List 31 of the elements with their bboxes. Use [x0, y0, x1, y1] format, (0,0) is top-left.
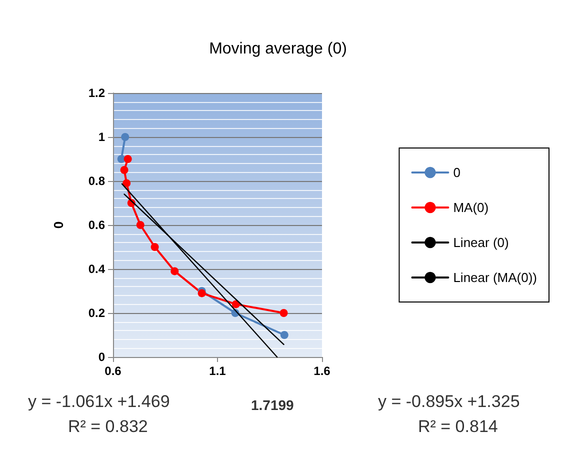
text: R² = 0.832: [68, 417, 148, 436]
point: [120, 166, 128, 174]
x-tick-label: 1.1: [209, 364, 226, 378]
point: [121, 133, 130, 141]
text: y = -1.061x +1.469: [28, 392, 170, 411]
point: [198, 289, 206, 298]
point: [124, 155, 132, 163]
legend-label: MA(0): [453, 200, 489, 215]
y-tick-label: 0.8: [88, 174, 106, 188]
y-tick-label: 0.2: [88, 306, 106, 320]
point: [136, 221, 144, 229]
y-tick-label: 0.4: [88, 262, 106, 276]
point: [150, 243, 159, 251]
x-tick-label: 1.6: [314, 364, 331, 378]
legend-label: Linear (0): [453, 235, 509, 250]
text: R² = 0.814: [418, 417, 498, 436]
point: [280, 309, 288, 317]
y-tick-label: 1.2: [88, 86, 106, 100]
point: [117, 155, 126, 163]
legend-label: Linear (MA(0)): [453, 270, 537, 285]
text: y = -0.895x +1.325: [378, 392, 520, 411]
y-tick-label: 1: [98, 130, 106, 144]
y-axis-title: 0: [51, 221, 66, 229]
legend-label: 0: [453, 165, 460, 180]
chart-title: Moving average (0): [209, 40, 347, 58]
y-tick-label: 0.6: [88, 218, 106, 232]
point: [122, 179, 131, 188]
y-tick-label: 0: [98, 350, 106, 364]
point: [280, 331, 288, 339]
text: 1.7199: [251, 397, 294, 413]
point: [170, 267, 179, 276]
